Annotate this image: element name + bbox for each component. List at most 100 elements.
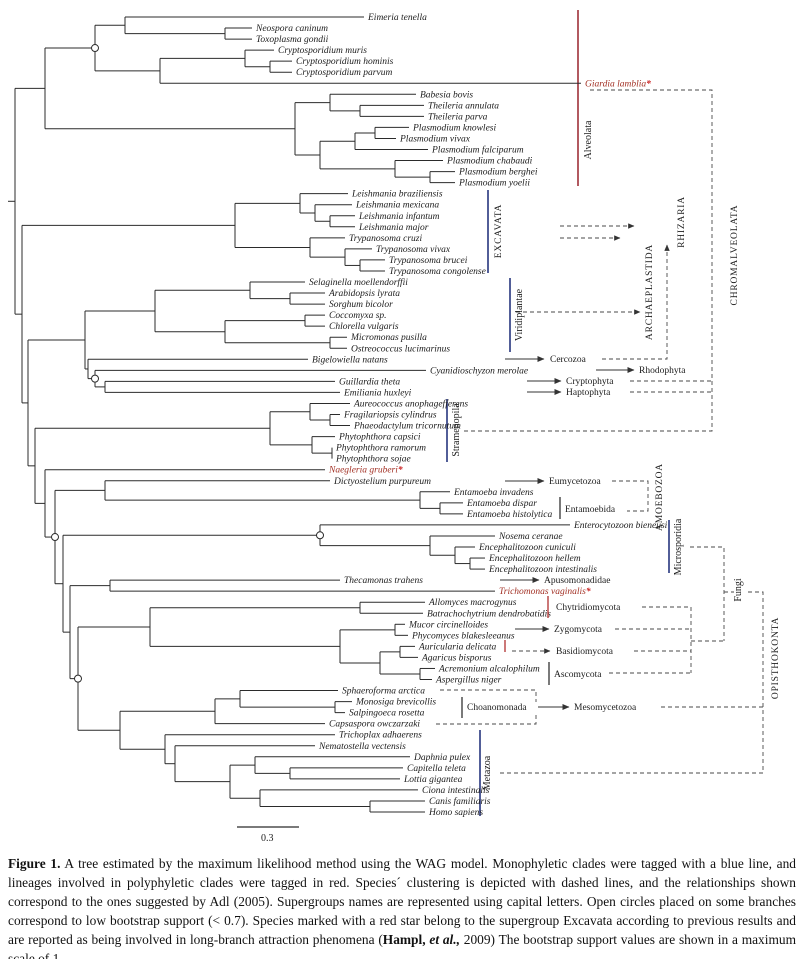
taxon-label: Lottia gigantea [403, 775, 463, 785]
taxon-label: Phytophthora sojae [335, 455, 411, 465]
taxon-label: Giardia lamblia* [585, 78, 651, 89]
taxon-label: Mucor circinelloides [408, 620, 488, 630]
taxon-label: Eimeria tenella [367, 13, 427, 23]
figure-caption: Figure 1. A tree estimated by the maximu… [0, 850, 804, 959]
taxon-label: Capitella teleta [407, 764, 466, 774]
taxon-label: Fragilariopsis cylindrus [343, 411, 437, 421]
dashed-connector [612, 480, 649, 512]
clade-label: ARCHAEPLASTIDA [645, 244, 655, 340]
group-label: Eumycetozoa [549, 477, 601, 487]
taxon-label: Nosema ceranae [498, 532, 563, 542]
taxon-label: Cryptosporidium parvum [296, 68, 392, 78]
taxon-label: Cryptosporidium hominis [296, 57, 394, 67]
taxon-label: Aspergillus niger [435, 676, 502, 686]
scale-bar-label: 0.3 [261, 833, 274, 844]
caption-segment: et al., [425, 932, 460, 948]
taxon-label: Entamoeba histolytica [466, 510, 552, 520]
taxon-label: Homo sapiens [428, 808, 483, 818]
group-label: Entamoebida [565, 505, 616, 515]
taxon-label: Monosiga brevicollis [355, 698, 436, 708]
taxon-label: Trypanosoma congolense [389, 267, 486, 277]
taxon-label: Plasmodium vivax [399, 134, 471, 144]
caption-segment: Hampl, [382, 932, 426, 948]
taxon-label: Dictyostelium purpureum [333, 477, 431, 487]
taxon-label: Cryptosporidium muris [278, 46, 367, 56]
taxon-label: Coccomyxa sp. [329, 311, 387, 321]
red-star: * [586, 586, 591, 597]
taxon-label: Agaricus bisporus [421, 653, 492, 663]
caption-segment: Figure 1. [8, 856, 61, 871]
taxon-label: Sorghum bicolor [329, 300, 393, 310]
taxon-label: Phytophthora capsici [338, 433, 421, 443]
taxon-label: Selaginella moellendorffii [309, 277, 408, 288]
taxon-label: Sphaeroforma arctica [342, 686, 425, 697]
taxon-label: Micromonas pusilla [350, 333, 427, 343]
taxon-label: Phycomyces blakesleeanus [411, 631, 515, 641]
taxon-label: Ostreococcus lucimarinus [351, 344, 450, 354]
taxon-label: Aureococcus anophagefferens [353, 398, 468, 409]
clade-label: CHROMALVEOLATA [730, 205, 740, 306]
red-star: * [398, 465, 403, 476]
bootstrap-circle [316, 531, 324, 540]
taxon-label: Entamoeba dispar [466, 499, 537, 509]
caption-segment: 2009) The bootstrap support values are s… [8, 932, 796, 959]
taxon-label: Neospora caninum [255, 24, 328, 34]
taxon-label: Trichomonas vaginalis* [499, 586, 591, 597]
taxon-label: Leishmania mexicana [355, 201, 439, 211]
taxon-label: Phytophthora ramorum [335, 444, 426, 454]
clade-label: Stramenopila [451, 403, 462, 457]
taxon-label: Thecamonas trahens [344, 576, 423, 586]
taxon-label: Encephalitozoon hellem [488, 554, 581, 564]
dashed-connector [436, 713, 537, 725]
red-star: * [646, 78, 651, 89]
group-label: Basidiomycota [556, 647, 614, 657]
group-label: Apusomonadidae [544, 576, 611, 586]
group-label: Cryptophyta [566, 377, 614, 387]
taxon-label: Allomyces macrogynus [428, 598, 517, 608]
taxon-label: Batrachochytrium dendrobatidis [427, 609, 551, 619]
taxon-label: Plasmodium falciparum [431, 145, 524, 156]
taxon-label: Toxoplasma gondii [256, 35, 329, 45]
clade-label: Microsporidia [673, 518, 684, 575]
taxon-label: Ciona intestinalis [422, 786, 490, 796]
taxon-label: Encephalitozoon cuniculi [478, 543, 576, 553]
taxon-label: Plasmodium knowlesi [412, 123, 496, 133]
clade-label: Metazoa [482, 755, 493, 790]
bootstrap-circle [74, 674, 82, 683]
phylo-tree-svg: Eimeria tenella Neospora caninumToxoplasm… [8, 10, 781, 844]
taxon-label: Entamoeba invadens [453, 488, 534, 498]
taxon-label: Bigelowiella natans [312, 355, 388, 365]
taxon-label: Trypanosoma brucei [389, 256, 468, 266]
taxon-label: Theileria parva [428, 112, 488, 122]
taxon-label: Canis familiaris [429, 796, 491, 807]
dashed-connector [602, 244, 670, 360]
taxon-label: Leishmania braziliensis [351, 190, 443, 200]
taxon-label: Guillardia theta [339, 377, 400, 387]
taxon-label: Daphnia pulex [413, 753, 471, 763]
dashed-connector [690, 546, 725, 641]
taxon-label: Trichoplax adhaerens [339, 731, 422, 741]
clade-label: RHIZARIA [677, 196, 687, 248]
group-label: Rhodophyta [639, 366, 686, 376]
clade-label: Fungi [733, 578, 744, 602]
taxon-label: Plasmodium berghei [458, 168, 538, 178]
taxon-label: Acremonium alcalophilum [438, 664, 540, 674]
bootstrap-circle [91, 44, 99, 53]
bootstrap-circle [51, 533, 59, 542]
taxon-label: Emiliania huxleyi [343, 388, 412, 398]
taxon-label: Babesia bovis [420, 90, 473, 100]
taxon-label: Encephalitozoon intestinalis [488, 565, 597, 575]
taxon-label: Capsaspora owczarzaki [329, 720, 420, 730]
taxon-label: Plasmodium chabaudi [446, 157, 533, 167]
dashed-connector [462, 89, 713, 432]
taxon-label: Leishmania major [358, 223, 429, 233]
clade-label: Viridiplantae [514, 288, 525, 341]
clade-label: OPISTHOKONTA [771, 617, 781, 699]
taxon-label: Chlorella vulgaris [329, 322, 399, 332]
group-label: Zygomycota [554, 625, 603, 635]
clade-label: Alveolata [583, 120, 594, 159]
taxon-label: Trypanosoma vivax [376, 245, 451, 255]
group-label: Cercozoa [550, 355, 587, 365]
group-label: Ascomycota [554, 670, 602, 680]
